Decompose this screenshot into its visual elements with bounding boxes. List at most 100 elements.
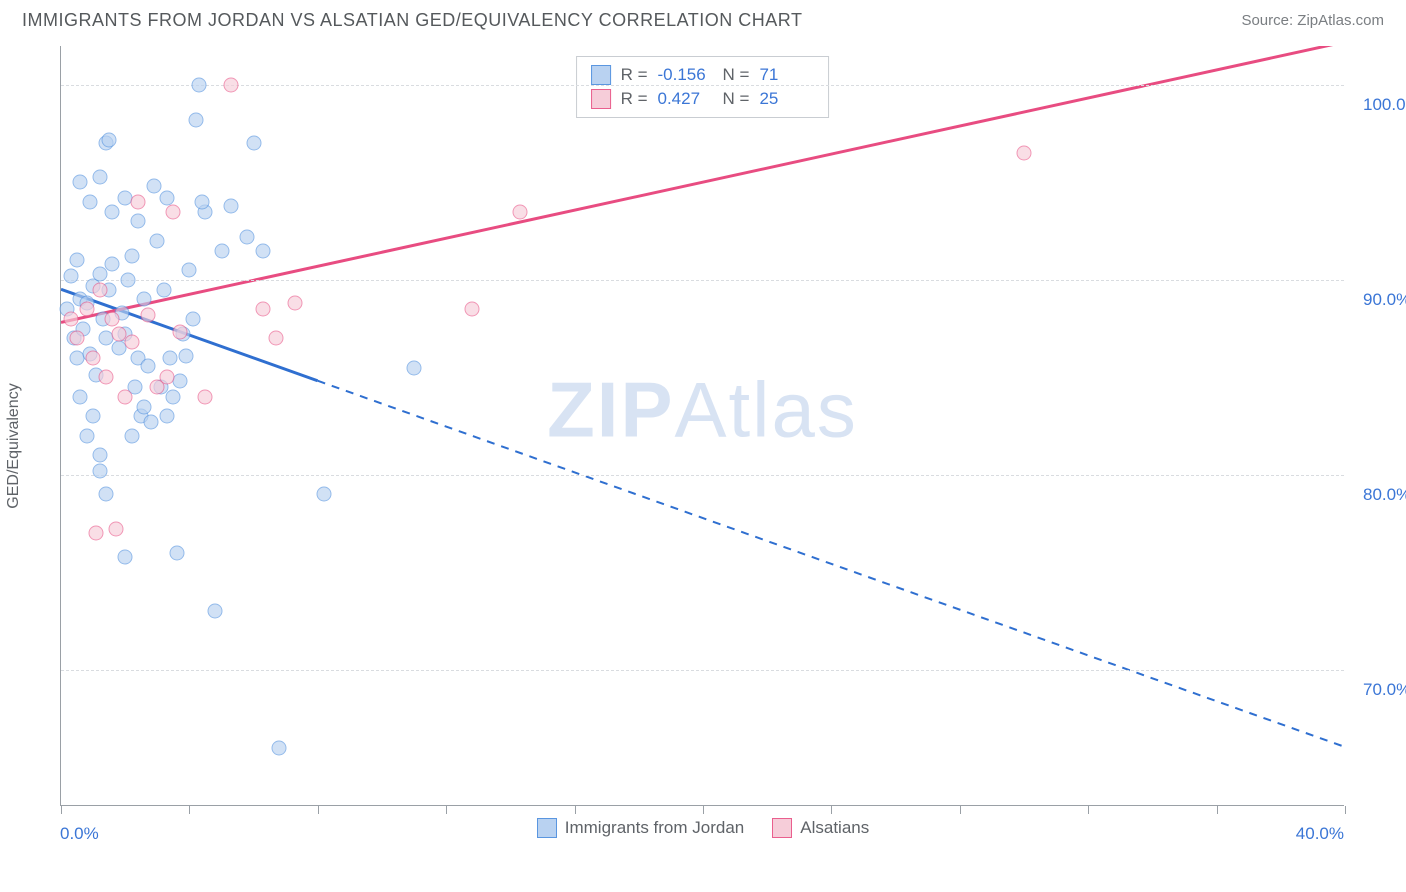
n-label: N = — [723, 65, 750, 85]
x-tick — [1088, 806, 1089, 814]
stats-box: R = -0.156 N = 71R =0.427N =25 — [576, 56, 830, 118]
data-point — [147, 179, 162, 194]
data-point — [169, 545, 184, 560]
r-value: 0.427 — [658, 89, 713, 109]
r-label: R = — [621, 65, 648, 85]
trend-lines — [61, 46, 1344, 805]
data-point — [63, 311, 78, 326]
x-tick — [703, 806, 704, 814]
data-point — [192, 77, 207, 92]
x-tick — [1345, 806, 1346, 814]
data-point — [92, 448, 107, 463]
data-point — [131, 194, 146, 209]
r-value: -0.156 — [658, 65, 713, 85]
x-tick-label: 40.0% — [1296, 824, 1344, 844]
data-point — [272, 740, 287, 755]
x-tick — [1217, 806, 1218, 814]
data-point — [118, 389, 133, 404]
y-tick-label: 80.0% — [1363, 485, 1406, 505]
data-point — [166, 389, 181, 404]
data-point — [150, 233, 165, 248]
data-point — [63, 268, 78, 283]
n-value: 71 — [759, 65, 814, 85]
gridline — [61, 280, 1344, 281]
data-point — [105, 311, 120, 326]
data-point — [98, 370, 113, 385]
n-value: 25 — [759, 89, 814, 109]
data-point — [163, 350, 178, 365]
data-point — [92, 463, 107, 478]
data-point — [208, 604, 223, 619]
data-point — [124, 428, 139, 443]
chart-header: IMMIGRANTS FROM JORDAN VS ALSATIAN GED/E… — [0, 0, 1406, 37]
legend-label: Immigrants from Jordan — [565, 818, 745, 838]
x-tick-label: 0.0% — [60, 824, 99, 844]
x-tick — [960, 806, 961, 814]
data-point — [214, 243, 229, 258]
x-tick — [189, 806, 190, 814]
data-point — [92, 169, 107, 184]
data-point — [108, 522, 123, 537]
data-point — [240, 229, 255, 244]
y-tick-label: 90.0% — [1363, 290, 1406, 310]
data-point — [124, 249, 139, 264]
data-point — [92, 267, 107, 282]
data-point — [317, 487, 332, 502]
data-point — [137, 292, 152, 307]
data-point — [269, 331, 284, 346]
data-point — [82, 194, 97, 209]
stats-row: R =0.427N =25 — [591, 87, 815, 111]
x-tick — [318, 806, 319, 814]
data-point — [70, 253, 85, 268]
chart-title: IMMIGRANTS FROM JORDAN VS ALSATIAN GED/E… — [22, 10, 802, 31]
data-point — [185, 311, 200, 326]
data-point — [105, 204, 120, 219]
data-point — [182, 263, 197, 278]
chart-source: Source: ZipAtlas.com — [1241, 12, 1384, 29]
x-tick — [61, 806, 62, 814]
plot-area: ZIPAtlas R =-0.156N =71R =0.427N =25 70.… — [60, 46, 1344, 806]
data-point — [188, 113, 203, 128]
data-point — [513, 204, 528, 219]
data-point — [172, 325, 187, 340]
legend-item: Alsatians — [772, 818, 869, 838]
data-point — [70, 331, 85, 346]
data-point — [73, 175, 88, 190]
data-point — [131, 214, 146, 229]
data-point — [137, 399, 152, 414]
data-point — [98, 487, 113, 502]
data-point — [73, 389, 88, 404]
series-swatch — [591, 89, 611, 109]
legend-label: Alsatians — [800, 818, 869, 838]
data-point — [140, 307, 155, 322]
data-point — [156, 282, 171, 297]
data-point — [159, 370, 174, 385]
x-tick — [446, 806, 447, 814]
data-point — [143, 415, 158, 430]
gridline — [61, 475, 1344, 476]
data-point — [246, 136, 261, 151]
series-swatch — [591, 65, 611, 85]
data-point — [179, 348, 194, 363]
data-point — [288, 296, 303, 311]
data-point — [256, 302, 271, 317]
data-point — [79, 302, 94, 317]
data-point — [172, 374, 187, 389]
y-tick-label: 100.0% — [1363, 95, 1406, 115]
data-point — [121, 272, 136, 287]
x-tick — [575, 806, 576, 814]
data-point — [224, 77, 239, 92]
y-tick-label: 70.0% — [1363, 680, 1406, 700]
gridline — [61, 85, 1344, 86]
chart-container: GED/Equivalency ZIPAtlas R =-0.156N =71R… — [22, 46, 1384, 846]
legend-item: Immigrants from Jordan — [537, 818, 745, 838]
data-point — [92, 282, 107, 297]
data-point — [102, 132, 117, 147]
legend-swatch — [537, 818, 557, 838]
legend: Immigrants from Jordan Alsatians — [22, 818, 1384, 838]
data-point — [140, 358, 155, 373]
watermark: ZIPAtlas — [547, 365, 858, 456]
data-point — [79, 428, 94, 443]
data-point — [464, 302, 479, 317]
data-point — [166, 204, 181, 219]
